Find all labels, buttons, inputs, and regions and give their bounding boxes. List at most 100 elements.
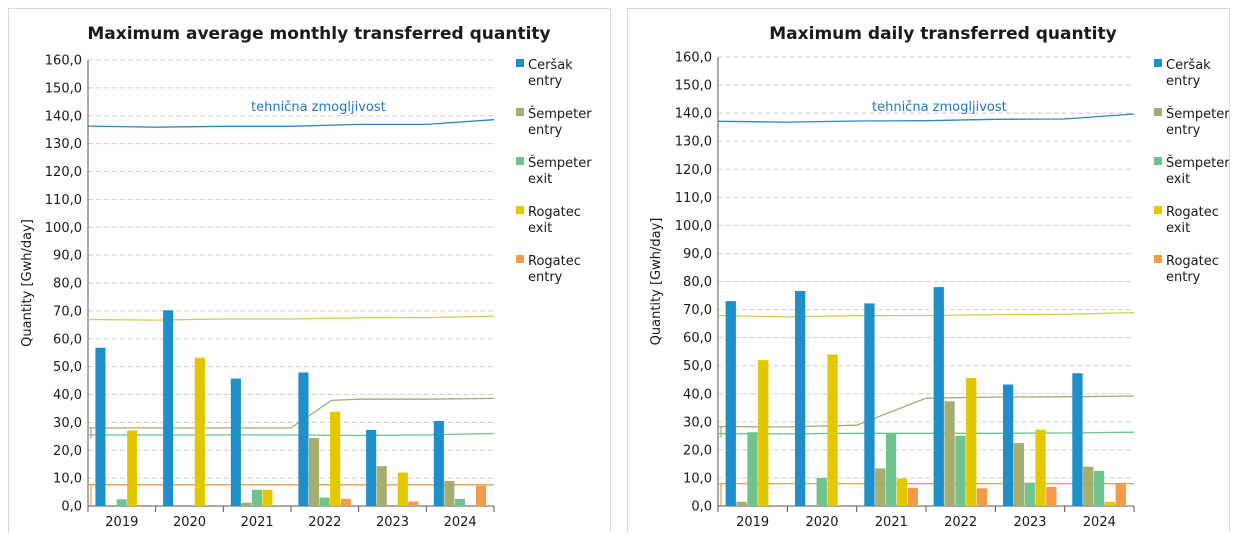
x-tick-label: 2019 <box>105 515 138 530</box>
y-tick-label: 70,0 <box>683 303 712 318</box>
bar <box>1083 466 1094 506</box>
bar <box>1072 373 1083 506</box>
bar <box>1104 501 1115 506</box>
bar <box>736 501 747 506</box>
y-tick-label: 80,0 <box>683 275 712 290</box>
y-axis-label: Quantity [Gwh/day] <box>649 218 664 346</box>
bar <box>251 489 262 506</box>
bar <box>408 501 419 506</box>
bar <box>725 301 736 506</box>
bar <box>944 401 955 506</box>
x-tick-label: 2021 <box>875 515 908 530</box>
chart-monthly-svg: Maximum average monthly transferred quan… <box>20 24 592 530</box>
bar <box>955 435 966 506</box>
y-tick-label: 60,0 <box>683 331 712 346</box>
y-tick-label: 50,0 <box>683 359 712 374</box>
legend-label: Rogatec exit <box>1166 205 1219 236</box>
legend-swatch <box>1154 108 1162 116</box>
bar <box>885 433 897 506</box>
chart-title: Maximum average monthly transferred quan… <box>87 24 550 44</box>
x-tick-label: 2023 <box>376 515 409 530</box>
bar <box>330 411 341 506</box>
y-tick-label: 20,0 <box>683 443 712 458</box>
legend-swatch <box>1154 255 1162 263</box>
bar <box>340 498 351 506</box>
chart-title: Maximum daily transferred quantity <box>769 24 1116 44</box>
bar <box>262 489 273 506</box>
legend-label: Ceršak entry <box>528 58 573 89</box>
y-tick-label: 160,0 <box>45 54 82 69</box>
legend-label: Šempeter exit <box>1166 155 1229 187</box>
x-tick-label: 2023 <box>1013 515 1046 530</box>
bar <box>1046 486 1057 506</box>
bar <box>875 468 886 506</box>
y-tick-label: 140,0 <box>675 107 712 122</box>
x-tick-label: 2020 <box>173 515 206 530</box>
x-tick-label: 2022 <box>944 515 977 530</box>
y-tick-label: 60,0 <box>53 332 82 347</box>
y-tick-label: 10,0 <box>683 471 712 486</box>
y-tick-label: 100,0 <box>675 219 712 234</box>
legend-swatch <box>1154 157 1162 165</box>
legend-swatch <box>1154 59 1162 67</box>
legend-swatch <box>1154 206 1162 214</box>
bar <box>1035 429 1046 506</box>
legend-label: Šempeter entry <box>528 106 592 138</box>
y-tick-label: 130,0 <box>45 137 82 152</box>
bar <box>966 378 977 506</box>
y-tick-label: 150,0 <box>675 79 712 94</box>
y-tick-label: 90,0 <box>53 249 82 264</box>
y-tick-label: 40,0 <box>683 387 712 402</box>
bar <box>1024 482 1035 506</box>
bar <box>896 478 907 506</box>
legend-swatch <box>516 255 524 263</box>
bar <box>366 429 377 506</box>
legend-label: Rogatec entry <box>528 254 581 285</box>
capacity-line <box>717 431 1135 435</box>
y-tick-label: 50,0 <box>53 360 82 375</box>
bar <box>747 432 758 506</box>
y-tick-label: 20,0 <box>53 444 82 459</box>
bar <box>433 421 444 506</box>
y-tick-label: 110,0 <box>675 191 712 206</box>
y-tick-label: 130,0 <box>675 135 712 150</box>
bar <box>116 499 127 506</box>
bar <box>319 497 330 506</box>
chart-panel-daily: Maximum daily transferred quantity 0,0 10,… <box>627 8 1230 533</box>
bar <box>444 480 455 506</box>
bar <box>907 487 918 506</box>
bar <box>1003 384 1014 506</box>
bar <box>95 347 106 506</box>
y-tick-label: 30,0 <box>683 415 712 430</box>
x-tick-label: 2024 <box>444 515 477 530</box>
x-tick-label: 2020 <box>805 515 838 530</box>
y-tick-label: 40,0 <box>53 388 82 403</box>
capacity-line <box>717 113 1135 123</box>
x-tick-label: 2024 <box>1083 515 1116 530</box>
bar <box>127 430 138 506</box>
capacity-line <box>88 397 495 429</box>
y-tick-label: 120,0 <box>45 165 82 180</box>
y-tick-label: 80,0 <box>53 277 82 292</box>
capacity-line <box>717 395 1135 428</box>
x-tick-label: 2019 <box>736 515 769 530</box>
bar <box>397 472 408 506</box>
legend-label: Šempeter exit <box>528 155 592 187</box>
bar <box>758 360 769 506</box>
legend-swatch <box>516 206 524 214</box>
capacity-line <box>87 315 495 321</box>
capacity-line <box>88 432 495 437</box>
legend-label: Rogatec exit <box>528 205 581 236</box>
bar <box>795 291 806 506</box>
bar <box>309 438 320 506</box>
bar <box>454 499 465 506</box>
legend-swatch <box>516 157 524 165</box>
y-tick-label: 100,0 <box>45 221 82 236</box>
bar <box>816 477 827 506</box>
bar <box>1093 470 1105 506</box>
chart-daily-svg: Maximum daily transferred quantity 0,0 10,… <box>649 24 1229 530</box>
y-tick-label: 120,0 <box>675 163 712 178</box>
legend-label: Šempeter entry <box>1166 106 1229 138</box>
bar <box>230 378 241 506</box>
legend-label: Rogatec entry <box>1166 254 1219 285</box>
